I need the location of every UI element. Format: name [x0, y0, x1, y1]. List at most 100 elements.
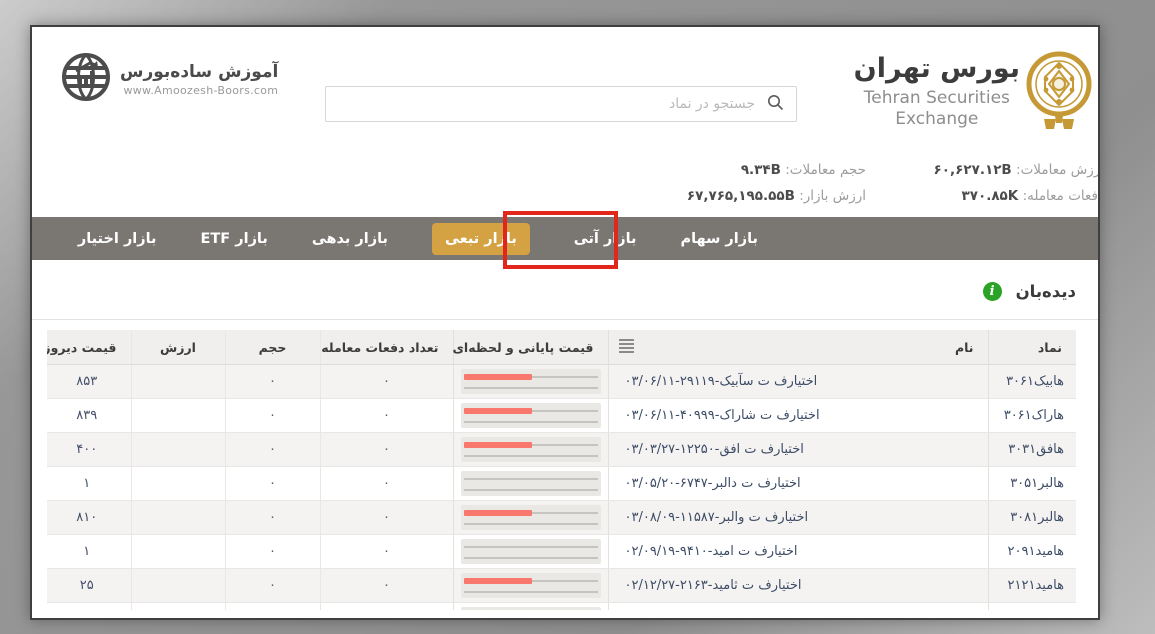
cell-price-gauge: [452, 398, 608, 433]
cell-value: [130, 602, 225, 610]
price-gauge: [460, 505, 601, 530]
price-gauge-red-bar: [463, 374, 533, 380]
tse-logo-text: بورس تهران Tehran Securities Exchange: [854, 53, 1020, 131]
cell-yesterday: ۱: [47, 534, 131, 569]
price-gauge: [460, 403, 601, 428]
cell-value: [130, 466, 225, 501]
cell-name[interactable]: اختیارف ت افق-۱۲۲۵۰-۰۳/۰۳/۲۷: [607, 432, 988, 467]
menu-icon[interactable]: [618, 339, 634, 354]
cell-name[interactable]: اختیارف ت امید-۹۴۱۰-۰۲/۰۹/۱۹: [607, 534, 988, 569]
cell-yesterday: ۸۳۹: [47, 398, 131, 433]
stat-trade-count: دفعات معامله: ۳۷۰.۸۵K: [961, 188, 1100, 204]
col-header-value[interactable]: ارزش: [130, 330, 225, 365]
col-header-price[interactable]: قیمت پایانی و لحظه‌ای: [452, 330, 608, 365]
cell-name[interactable]: اختیارف ت دالبر-۶۷۴۷-۰۳/۰۵/۲۰: [607, 466, 988, 501]
cell-price-gauge: [452, 500, 608, 535]
col-header-symbol[interactable]: نماد: [987, 330, 1076, 365]
cell-trades: ۰: [319, 568, 453, 603]
cell-yesterday: ۲۵: [47, 568, 131, 603]
cell-volume: ۰: [224, 432, 320, 467]
cell-trades: ۰: [319, 500, 453, 535]
cell-volume: ۰: [224, 398, 320, 433]
price-gauge-red-bar: [463, 578, 533, 584]
symbol-search-box[interactable]: [325, 86, 797, 122]
divider: [32, 319, 1098, 320]
price-gauge: [460, 369, 601, 394]
nav-tab-futures-market[interactable]: بازار آتی: [573, 230, 637, 247]
nav-tab-debt-market[interactable]: بازار بدهی: [311, 230, 388, 247]
cell-symbol[interactable]: هامید۲۱۲۱: [987, 568, 1076, 603]
cell-value: [130, 364, 225, 399]
price-gauge-red-bar: [463, 442, 533, 448]
cell-trades: [319, 602, 453, 610]
cell-name[interactable]: اختیارف ت ثامید-۲۱۶۳-۰۲/۱۲/۲۷: [607, 568, 988, 603]
cell-symbol[interactable]: هافق۳۰۳۱: [987, 432, 1076, 467]
table-row[interactable]: هاراک۳۰۶۱ اختیارف ت شاراک-۴۰۹۹۹-۰۳/۰۶/۱۱…: [47, 398, 1076, 433]
tse-emblem-icon: [1024, 49, 1094, 139]
table-row[interactable]: هالبر۳۰۵۱ اختیارف ت دالبر-۶۷۴۷-۰۳/۰۵/۲۰ …: [47, 466, 1076, 501]
cell-symbol[interactable]: هامید۲۰۹۱: [987, 534, 1076, 569]
nav-tab-etf-market[interactable]: بازار ETF: [200, 230, 268, 247]
nav-tab-stocks-market[interactable]: بازار سهام: [680, 230, 758, 247]
cell-price-gauge: [452, 568, 608, 603]
tse-title: بورس تهران: [853, 53, 1020, 84]
watchlist-table-container: نماد نام قیمت پایانی و لحظه‌ای تعداد دفع…: [47, 330, 1076, 610]
site-logo[interactable]: آموزش ساده‌بورس www.Amoozesh-Boors.com: [60, 51, 278, 107]
cell-price-gauge: [452, 602, 608, 610]
table-row[interactable]: هامید۲۱۲۱ اختیارف ت ثامید-۲۱۶۳-۰۲/۱۲/۲۷ …: [47, 568, 1076, 603]
cell-name[interactable]: اختیارف ت والبر-۱۱۵۸۷-۰۳/۰۸/۰۹: [607, 500, 988, 535]
cell-price-gauge: [452, 466, 608, 501]
cell-value: [130, 432, 225, 467]
market-stats-left: حجم معاملات: ۹.۳۴B ارزش بازار: ۶۷,۷۶۵,۱۹…: [687, 157, 866, 209]
col-header-yesterday[interactable]: قیمت دیروز: [47, 330, 131, 365]
cell-trades: ۰: [319, 398, 453, 433]
cell-symbol[interactable]: هالبر۳۰۸۱: [987, 500, 1076, 535]
cell-value: [130, 568, 225, 603]
price-gauge: [460, 539, 601, 564]
site-logo-title: آموزش ساده‌بورس: [120, 61, 279, 82]
cell-trades: ۰: [319, 466, 453, 501]
stat-trade-value: ارزش معاملات: ۶۰,۶۲۷.۱۲B: [933, 162, 1100, 178]
globe-chart-logo-icon: [60, 51, 112, 107]
cell-symbol[interactable]: هاراک۳۰۶۱: [987, 398, 1076, 433]
cell-volume: ۰: [224, 568, 320, 603]
search-input[interactable]: [338, 95, 757, 113]
table-row[interactable]: هامید۲۰۹۱ اختیارف ت امید-۹۴۱۰-۰۲/۰۹/۱۹ ۰…: [47, 534, 1076, 569]
site-logo-url: www.Amoozesh-Boors.com: [123, 83, 279, 97]
table-header-row: نماد نام قیمت پایانی و لحظه‌ای تعداد دفع…: [47, 330, 1076, 365]
table-row[interactable]: هالبر۳۰۸۱ اختیارف ت والبر-۱۱۵۸۷-۰۳/۰۸/۰۹…: [47, 500, 1076, 535]
table-row[interactable]: [47, 602, 1076, 611]
table-body: هابیک۳۰۶۱ اختیارف ت سآبیک-۲۹۱۱۹-۰۳/۰۶/۱۱…: [47, 364, 1076, 611]
cell-yesterday: ۸۱۰: [47, 500, 131, 535]
cell-value: [130, 534, 225, 569]
stat-volume: حجم معاملات: ۹.۳۴B: [740, 162, 866, 178]
cell-yesterday: [47, 603, 131, 611]
table-row[interactable]: هابیک۳۰۶۱ اختیارف ت سآبیک-۲۹۱۱۹-۰۳/۰۶/۱۱…: [47, 364, 1076, 399]
market-nav-bar: بازار سهام بازار آتی بازار تبعی بازار بد…: [32, 217, 1098, 260]
cell-name[interactable]: اختیارف ت سآبیک-۲۹۱۱۹-۰۳/۰۶/۱۱: [607, 364, 988, 399]
cell-trades: ۰: [319, 534, 453, 569]
table-row[interactable]: هافق۳۰۳۱ اختیارف ت افق-۱۲۲۵۰-۰۳/۰۳/۲۷ ۰ …: [47, 432, 1076, 467]
price-gauge: [460, 607, 601, 610]
cell-volume: ۰: [224, 534, 320, 569]
info-icon[interactable]: i: [982, 282, 1002, 301]
cell-name[interactable]: [607, 602, 988, 610]
cell-name[interactable]: اختیارف ت شاراک-۴۰۹۹۹-۰۳/۰۶/۱۱: [607, 398, 988, 433]
cell-value: [130, 500, 225, 535]
col-header-volume[interactable]: حجم: [224, 330, 320, 365]
cell-symbol[interactable]: هابیک۳۰۶۱: [987, 364, 1076, 399]
price-gauge-red-bar: [463, 510, 533, 516]
cell-price-gauge: [452, 432, 608, 467]
cell-symbol[interactable]: [987, 602, 1076, 610]
col-header-name[interactable]: نام: [607, 330, 988, 365]
cell-volume: ۰: [224, 466, 320, 501]
cell-symbol[interactable]: هالبر۳۰۵۱: [987, 466, 1076, 501]
search-icon: [767, 94, 784, 115]
market-stats-right: ارزش معاملات: ۶۰,۶۲۷.۱۲B دفعات معامله: ۳…: [933, 157, 1100, 209]
tse-subtitle: Tehran Securities Exchange: [863, 88, 1010, 130]
nav-tab-options-market[interactable]: بازار اختیار: [77, 230, 157, 247]
cell-value: [130, 398, 225, 433]
stat-market-cap: ارزش بازار: ۶۷,۷۶۵,۱۹۵.۵۵B: [686, 188, 866, 204]
nav-tab-tabaei-market[interactable]: بازار تبعی: [431, 222, 530, 255]
col-header-trades[interactable]: تعداد دفعات معامله: [319, 330, 453, 365]
